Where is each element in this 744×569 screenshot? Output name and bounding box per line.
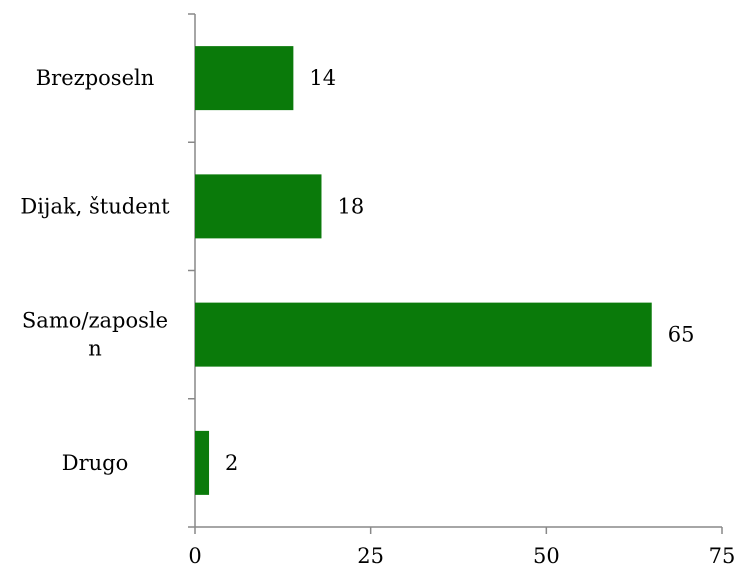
bar bbox=[195, 430, 210, 495]
x-tick-label: 0 bbox=[188, 544, 201, 568]
chart-labels: 0 25 50 75 14 Brezposeln 18 Dijak, študent 65 Sam… bbox=[20, 66, 735, 568]
data-label: 18 bbox=[337, 194, 364, 218]
bar bbox=[195, 174, 322, 239]
category-label: Brezposeln bbox=[36, 66, 155, 90]
bar bbox=[195, 46, 294, 111]
data-label: 14 bbox=[309, 66, 336, 90]
category-label: Drugo bbox=[62, 451, 129, 475]
category-label: Dijak, študent bbox=[20, 194, 170, 218]
x-tick-label: 25 bbox=[357, 544, 384, 568]
data-label: 2 bbox=[225, 451, 238, 475]
data-label: 65 bbox=[668, 323, 695, 347]
bar bbox=[195, 302, 652, 367]
chart-bars bbox=[195, 46, 652, 495]
x-tick-label: 75 bbox=[709, 544, 736, 568]
x-tick-label: 50 bbox=[533, 544, 560, 568]
category-label: Samo/zaposle n bbox=[22, 309, 168, 361]
